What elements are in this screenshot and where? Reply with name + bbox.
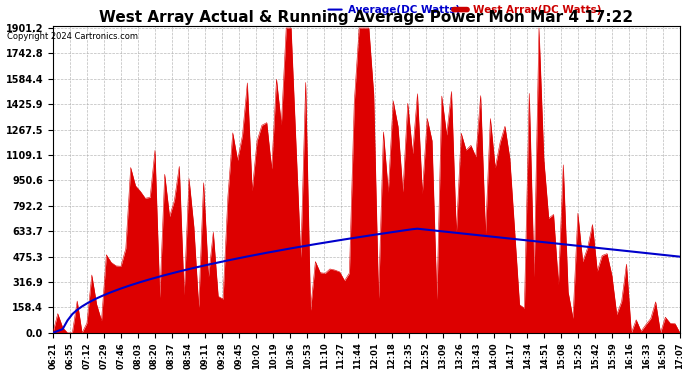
Text: West Array(DC Watts): West Array(DC Watts) bbox=[473, 4, 602, 15]
Text: Copyright 2024 Cartronics.com: Copyright 2024 Cartronics.com bbox=[7, 32, 138, 41]
Title: West Array Actual & Running Average Power Mon Mar 4 17:22: West Array Actual & Running Average Powe… bbox=[99, 10, 633, 25]
Text: Average(DC Watts): Average(DC Watts) bbox=[348, 4, 460, 15]
